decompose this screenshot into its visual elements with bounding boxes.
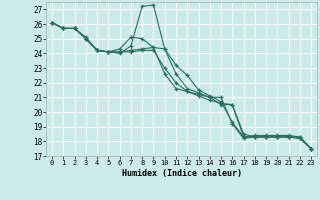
- X-axis label: Humidex (Indice chaleur): Humidex (Indice chaleur): [122, 169, 242, 178]
